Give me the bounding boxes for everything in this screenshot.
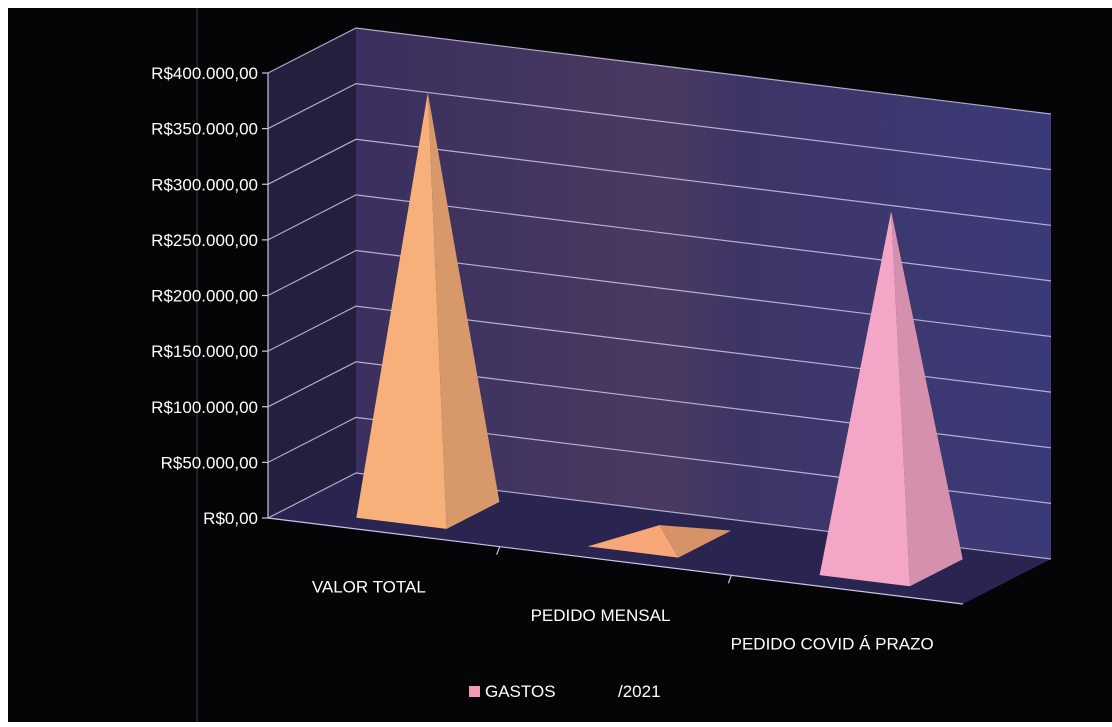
legend-marker: [469, 686, 480, 697]
bar-1-side-shade: [659, 525, 732, 558]
bar-1-side-face: [659, 525, 732, 558]
legend-year-label: /2021: [618, 682, 661, 701]
gridline-1: [267, 416, 1052, 504]
x-axis-line: [267, 517, 964, 605]
bar-0-side-face: [427, 92, 500, 529]
y-tick-label-8: R$400.000,00: [151, 64, 258, 83]
x-axis-ticks: VALOR TOTAL PEDIDO MENSAL PEDIDO COVID Á P…: [312, 546, 934, 654]
gridline-0: [267, 472, 1052, 560]
y-tick-label-0: R$0,00: [203, 509, 258, 528]
gridline-6: [267, 138, 1052, 226]
x-tick-mark-2: [727, 575, 732, 584]
gridline-5: [267, 194, 1052, 282]
gridline-4: [267, 249, 1052, 338]
bar-2-side-shade: [891, 211, 963, 587]
y-axis-ticks: R$0,00 R$50.000,00 R$100.000,00 R$150.000,0…: [151, 64, 268, 528]
bar-0: [356, 92, 500, 529]
x-tick-label-1: PEDIDO MENSAL: [531, 606, 671, 625]
gridline-7: [267, 82, 1052, 171]
y-tick-label-2: R$100.000,00: [151, 398, 258, 417]
gridlines: [267, 27, 1052, 605]
bar-0-front-face: [356, 92, 447, 529]
bar-2-side-face: [891, 211, 963, 587]
bar-1-front-face: [587, 525, 679, 558]
x-tick-label-0: VALOR TOTAL: [312, 577, 426, 596]
gridline-2: [267, 361, 1052, 449]
bar-2: [819, 211, 963, 587]
y-tick-label-5: R$250.000,00: [151, 231, 258, 250]
x-tick-label-2: PEDIDO COVID Á PRAZO: [731, 635, 934, 654]
y-tick-label-1: R$50.000,00: [161, 453, 258, 472]
bar-2-front-face: [819, 211, 910, 587]
bar-1: [587, 525, 732, 558]
y-tick-label-6: R$300.000,00: [151, 175, 258, 194]
bars: [356, 92, 963, 587]
x-tick-mark-1: [496, 546, 501, 555]
gridline-3: [267, 305, 1052, 393]
y-tick-label-3: R$150.000,00: [151, 342, 258, 361]
gridline-8: [267, 27, 1052, 115]
y-tick-label-4: R$200.000,00: [151, 287, 258, 306]
legend-series-label: GASTOS: [485, 682, 556, 701]
legend: GASTOS /2021: [469, 682, 661, 701]
y-tick-label-7: R$350.000,00: [151, 120, 258, 139]
bar-0-side-shade: [427, 92, 500, 529]
